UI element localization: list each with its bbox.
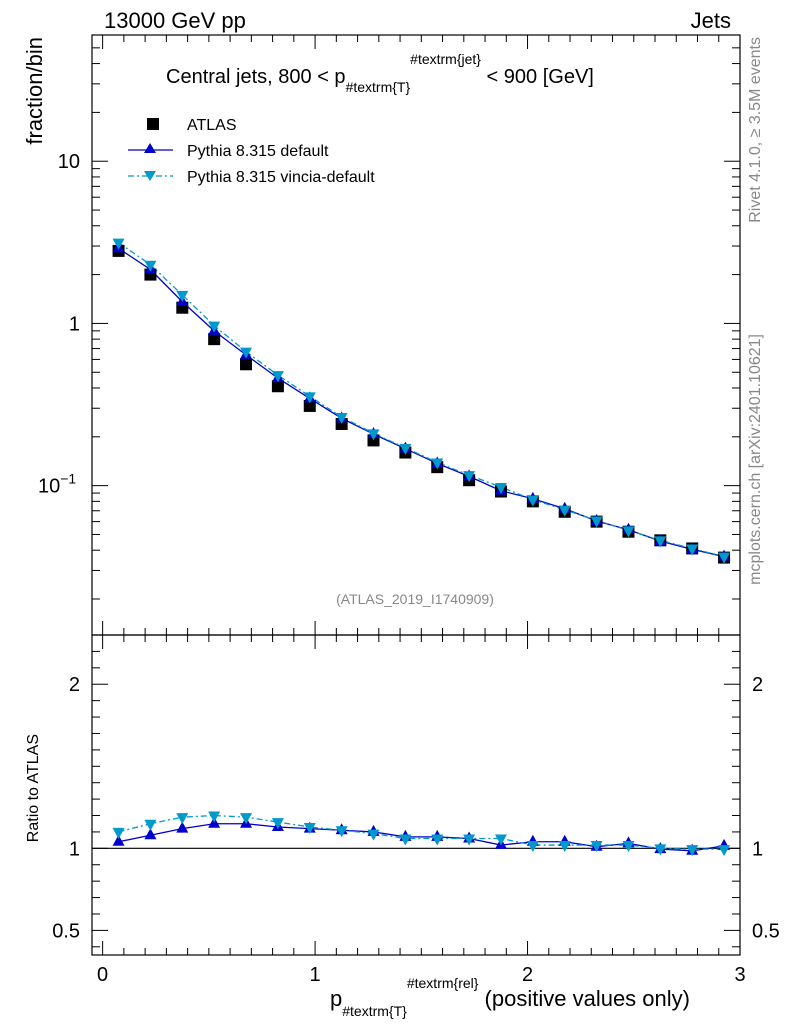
atlas-data-point [240, 358, 253, 371]
xlabel-subscript: #textrm{T} [342, 1003, 407, 1019]
ratio-pythia-vincia-point [654, 844, 667, 856]
main-axes: 10 1 10−1 [38, 34, 740, 635]
ratio-ylabel: Ratio to ATLAS [25, 734, 42, 842]
title-part-1: Central jets, 800 < p [166, 66, 346, 88]
ratio-frame [91, 634, 741, 956]
pythia-vincia-point [686, 544, 699, 556]
atlas-data-point [303, 399, 316, 412]
ratio-pythia-vincia-point [335, 826, 348, 838]
title-subscript: #textrm{T} [346, 79, 411, 95]
pythia-vincia-point [463, 471, 476, 483]
ratio-y-tick-label-right: 1 [752, 838, 763, 860]
ratio-line-pythia-default [118, 823, 725, 852]
title-part-2: < 900 [GeV] [481, 66, 594, 88]
series-line-pythia-vincia [118, 242, 725, 558]
ratio-pythia-default-point [112, 834, 125, 846]
ratio-pythia-vincia-point [431, 834, 444, 846]
legend-default-marker [144, 143, 156, 153]
ratio-pythia-vincia-point [463, 834, 476, 846]
legend-vincia-marker [144, 171, 156, 181]
ratio-pythia-vincia-point [144, 819, 157, 831]
header-left: 13000 GeV pp [104, 8, 246, 33]
ratio-pythia-default-point [144, 828, 157, 840]
xlabel-superscript: #textrm{rel} [407, 975, 479, 991]
ratio-pythia-default-point [176, 821, 189, 833]
ratio-pythia-vincia-point [367, 829, 380, 841]
x-tick-label: 3 [734, 964, 745, 986]
ratio-y-tick-label: 0.5 [52, 920, 80, 942]
legend-atlas-label: ATLAS [187, 117, 237, 134]
ratio-y-tick-label: 2 [69, 674, 80, 696]
pythia-vincia-point [654, 536, 667, 548]
y-tick-exponent: −1 [60, 471, 76, 487]
main-panel: 10 1 10−1 Central jets, 800 < p#textrm{T} #… [22, 34, 741, 636]
pythia-vincia-point [399, 443, 412, 455]
ratio-data [112, 811, 731, 857]
pythia-vincia-point [590, 516, 603, 528]
pythia-vincia-point [240, 347, 253, 359]
ratio-pythia-vincia-point [686, 845, 699, 857]
pythia-vincia-point [176, 290, 189, 302]
x-tick-label: 2 [522, 964, 533, 986]
pythia-vincia-point [558, 505, 571, 517]
pythia-vincia-point [367, 429, 380, 441]
pythia-vincia-point [112, 238, 125, 250]
ratio-pythia-vincia-point [494, 834, 507, 846]
legend: ATLAS Pythia 8.315 default Pythia 8.315 … [128, 117, 375, 186]
pythia-vincia-point [431, 458, 444, 470]
pythia-vincia-point [526, 495, 539, 507]
ratio-pythia-vincia-point [208, 811, 221, 823]
ratio-y-tick-label-right: 0.5 [752, 920, 780, 942]
legend-atlas-marker [147, 118, 159, 130]
xlabel-rest: (positive values only) [478, 986, 690, 1011]
ratio-line-pythia-vincia [118, 814, 725, 850]
main-y-tick-label: 1 [69, 313, 80, 335]
ratio-pythia-vincia-point [271, 818, 284, 830]
header-right: Jets [691, 8, 731, 33]
pythia-vincia-point [335, 412, 348, 424]
ratio-pythia-vincia-point [558, 841, 571, 853]
pythia-vincia-point [494, 483, 507, 495]
ratio-pythia-vincia-point [718, 845, 731, 857]
ratio-y-tick-label-right: 2 [752, 674, 763, 696]
ratio-pythia-vincia-point [590, 841, 603, 853]
ratio-y-tick-label: 1 [69, 838, 80, 860]
xlabel-p: p [330, 986, 342, 1011]
ratio-pythia-vincia-point [399, 834, 412, 846]
atlas-data-point [208, 333, 221, 346]
x-tick-label: 0 [97, 964, 108, 986]
ratio-pythia-vincia-point [526, 841, 539, 853]
pythia-vincia-point [271, 371, 284, 383]
x-axis-label: p#textrm{T}#textrm{rel} (positive values… [330, 975, 690, 1019]
pythia-vincia-point [303, 392, 316, 404]
pythia-vincia-point [718, 552, 731, 564]
x-tick-label: 1 [310, 964, 321, 986]
main-y-tick-label: 10 [58, 151, 80, 173]
rivet-label: Rivet 4.1.0, ≥ 3.5M events [747, 37, 764, 223]
analysis-watermark: (ATLAS_2019_I1740909) [336, 591, 494, 607]
title-superscript: #textrm{jet} [410, 51, 481, 67]
ratio-pythia-vincia-point [622, 841, 635, 853]
ratio-axes: 0 1 2 3 0.5 0.5 1 1 2 2 [52, 634, 780, 986]
ratio-pythia-vincia-point [176, 813, 189, 825]
ratio-pythia-vincia-point [303, 823, 316, 834]
ratio-panel: 0 1 2 3 0.5 0.5 1 1 2 2 Ratio to ATLAS [25, 634, 780, 986]
pythia-vincia-point [622, 526, 635, 538]
legend-default-label: Pythia 8.315 default [187, 143, 329, 160]
pythia-vincia-point [144, 260, 157, 272]
mcplots-label: mcplots.cern.ch [arXiv:2401.10621] [747, 334, 764, 585]
ratio-pythia-vincia-point [112, 827, 125, 839]
main-y-tick-label: 10−1 [38, 471, 76, 498]
main-title: Central jets, 800 < p#textrm{T} #textrm{j… [166, 51, 594, 95]
pythia-vincia-point [208, 321, 221, 333]
atlas-data-point [271, 380, 284, 393]
legend-vincia-label: Pythia 8.315 vincia-default [187, 169, 375, 186]
ratio-pythia-vincia-point [240, 813, 253, 825]
main-ylabel: fraction/bin [22, 37, 47, 145]
main-data [112, 238, 731, 564]
series-line-pythia-default [118, 247, 725, 558]
